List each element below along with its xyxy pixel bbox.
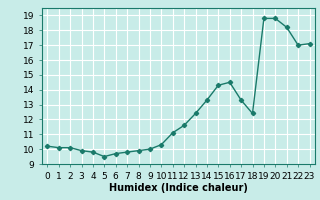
X-axis label: Humidex (Indice chaleur): Humidex (Indice chaleur) [109, 183, 248, 193]
